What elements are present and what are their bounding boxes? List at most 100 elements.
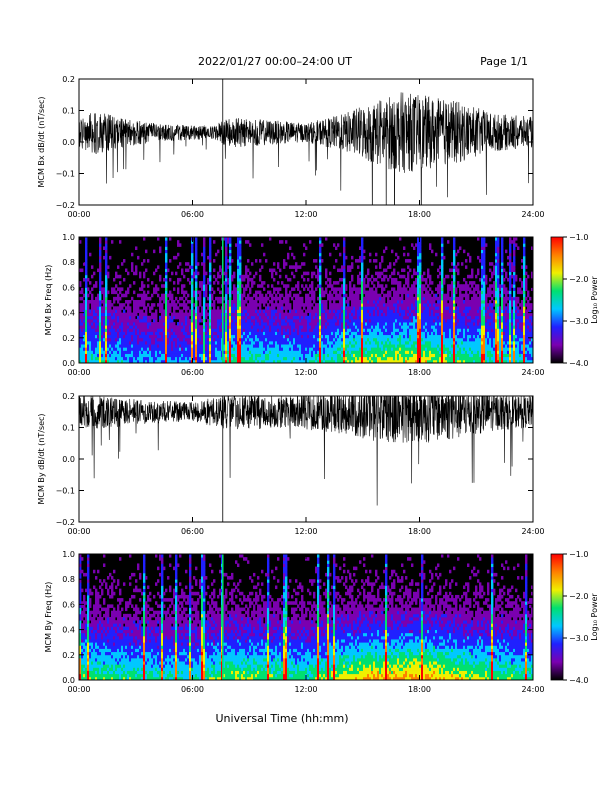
heatmap-cell xyxy=(455,309,458,313)
heatmap-cell xyxy=(307,303,310,307)
heatmap-cell xyxy=(169,353,172,358)
heatmap-cell xyxy=(459,325,462,329)
heatmap-cell xyxy=(409,340,412,345)
heatmap-cell xyxy=(387,306,390,310)
heatmap-cell xyxy=(285,337,288,342)
heatmap-cell xyxy=(195,287,198,291)
heatmap-cell xyxy=(437,274,440,279)
heatmap-cell xyxy=(285,284,288,288)
heatmap-cell xyxy=(239,296,242,301)
heatmap-cell xyxy=(359,315,362,320)
heatmap-cell xyxy=(143,328,146,332)
heatmap-cell xyxy=(355,290,358,295)
heatmap-cell xyxy=(229,303,232,307)
heatmap-cell xyxy=(231,334,234,339)
heatmap-cell xyxy=(367,277,370,282)
heatmap-cell xyxy=(397,293,400,298)
heatmap-cell xyxy=(87,293,90,298)
heatmap-cell xyxy=(311,350,314,354)
heatmap-cell xyxy=(283,353,286,358)
heatmap-cell xyxy=(191,344,194,348)
heatmap-cell xyxy=(195,268,198,273)
heatmap-cell xyxy=(341,359,344,363)
heatmap-cell xyxy=(303,337,306,342)
heatmap-cell xyxy=(403,322,406,326)
heatmap-cell xyxy=(431,325,434,329)
heatmap-cell xyxy=(111,337,114,342)
heatmap-cell xyxy=(363,344,366,348)
heatmap-cell xyxy=(305,315,308,320)
heatmap-cell xyxy=(199,312,202,317)
heatmap-cell xyxy=(193,315,196,320)
heatmap-cell xyxy=(159,306,162,310)
heatmap-cell xyxy=(133,309,136,313)
heatmap-cell xyxy=(201,356,204,361)
heatmap-cell xyxy=(413,322,416,326)
heatmap-cell xyxy=(301,318,304,323)
heatmap-cell xyxy=(367,344,370,348)
heatmap-cell xyxy=(85,325,88,329)
heatmap-cell xyxy=(351,353,354,358)
heatmap-cell xyxy=(381,318,384,323)
heatmap-cell xyxy=(369,309,372,313)
heatmap-cell xyxy=(433,356,436,361)
heatmap-cell xyxy=(319,347,322,351)
heatmap-cell xyxy=(433,315,436,320)
heatmap-cell xyxy=(155,347,158,351)
heatmap-cell xyxy=(287,331,290,336)
heatmap-cell xyxy=(329,359,332,363)
heatmap-cell xyxy=(225,353,228,358)
heatmap-cell xyxy=(203,265,206,269)
heatmap-cell xyxy=(217,296,220,301)
heatmap-cell xyxy=(435,309,438,313)
heatmap-cell xyxy=(247,340,250,345)
heatmap-cell xyxy=(237,290,240,295)
heatmap-cell xyxy=(419,274,422,279)
heatmap-cell xyxy=(385,331,388,336)
heatmap-cell xyxy=(437,328,440,332)
heatmap-cell xyxy=(201,252,204,257)
heatmap-cell xyxy=(281,353,284,358)
heatmap-cell xyxy=(449,334,452,339)
heatmap-cell xyxy=(409,334,412,339)
heatmap-cell xyxy=(351,350,354,354)
heatmap-cell xyxy=(405,315,408,320)
heatmap-cell xyxy=(175,325,178,329)
heatmap-cell xyxy=(247,344,250,348)
heatmap-cell xyxy=(207,255,210,260)
heatmap-cell xyxy=(353,325,356,329)
heatmap-cell xyxy=(341,306,344,310)
heatmap-cell xyxy=(345,284,348,288)
heatmap-cell xyxy=(169,296,172,301)
heatmap-cell xyxy=(165,265,168,269)
heatmap-cell xyxy=(215,337,218,342)
heatmap-cell xyxy=(321,328,324,332)
heatmap-cell xyxy=(309,300,312,304)
heatmap-cell xyxy=(231,277,234,282)
heatmap-cell xyxy=(327,344,330,348)
heatmap-cell xyxy=(343,340,346,345)
heatmap-cell xyxy=(297,309,300,313)
heatmap-cell xyxy=(103,344,106,348)
heatmap-cell xyxy=(245,359,248,363)
heatmap-cell xyxy=(263,328,266,332)
heatmap-cell xyxy=(133,315,136,320)
heatmap-cell xyxy=(349,359,352,363)
heatmap-cell xyxy=(215,325,218,329)
heatmap-cell xyxy=(407,265,410,269)
heatmap-cell xyxy=(345,356,348,361)
heatmap-cell xyxy=(395,296,398,301)
heatmap-cell xyxy=(235,353,238,358)
heatmap-cell xyxy=(173,337,176,342)
heatmap-cell xyxy=(381,325,384,329)
heatmap-cell xyxy=(133,356,136,361)
heatmap-cell xyxy=(85,284,88,288)
heatmap-cell xyxy=(223,309,226,313)
heatmap-cell xyxy=(233,293,236,298)
heatmap-cell xyxy=(195,265,198,269)
heatmap-cell xyxy=(245,274,248,279)
heatmap-cell xyxy=(305,344,308,348)
heatmap-cell xyxy=(351,340,354,345)
heatmap-cell xyxy=(421,309,424,313)
heatmap-cell xyxy=(137,359,140,363)
